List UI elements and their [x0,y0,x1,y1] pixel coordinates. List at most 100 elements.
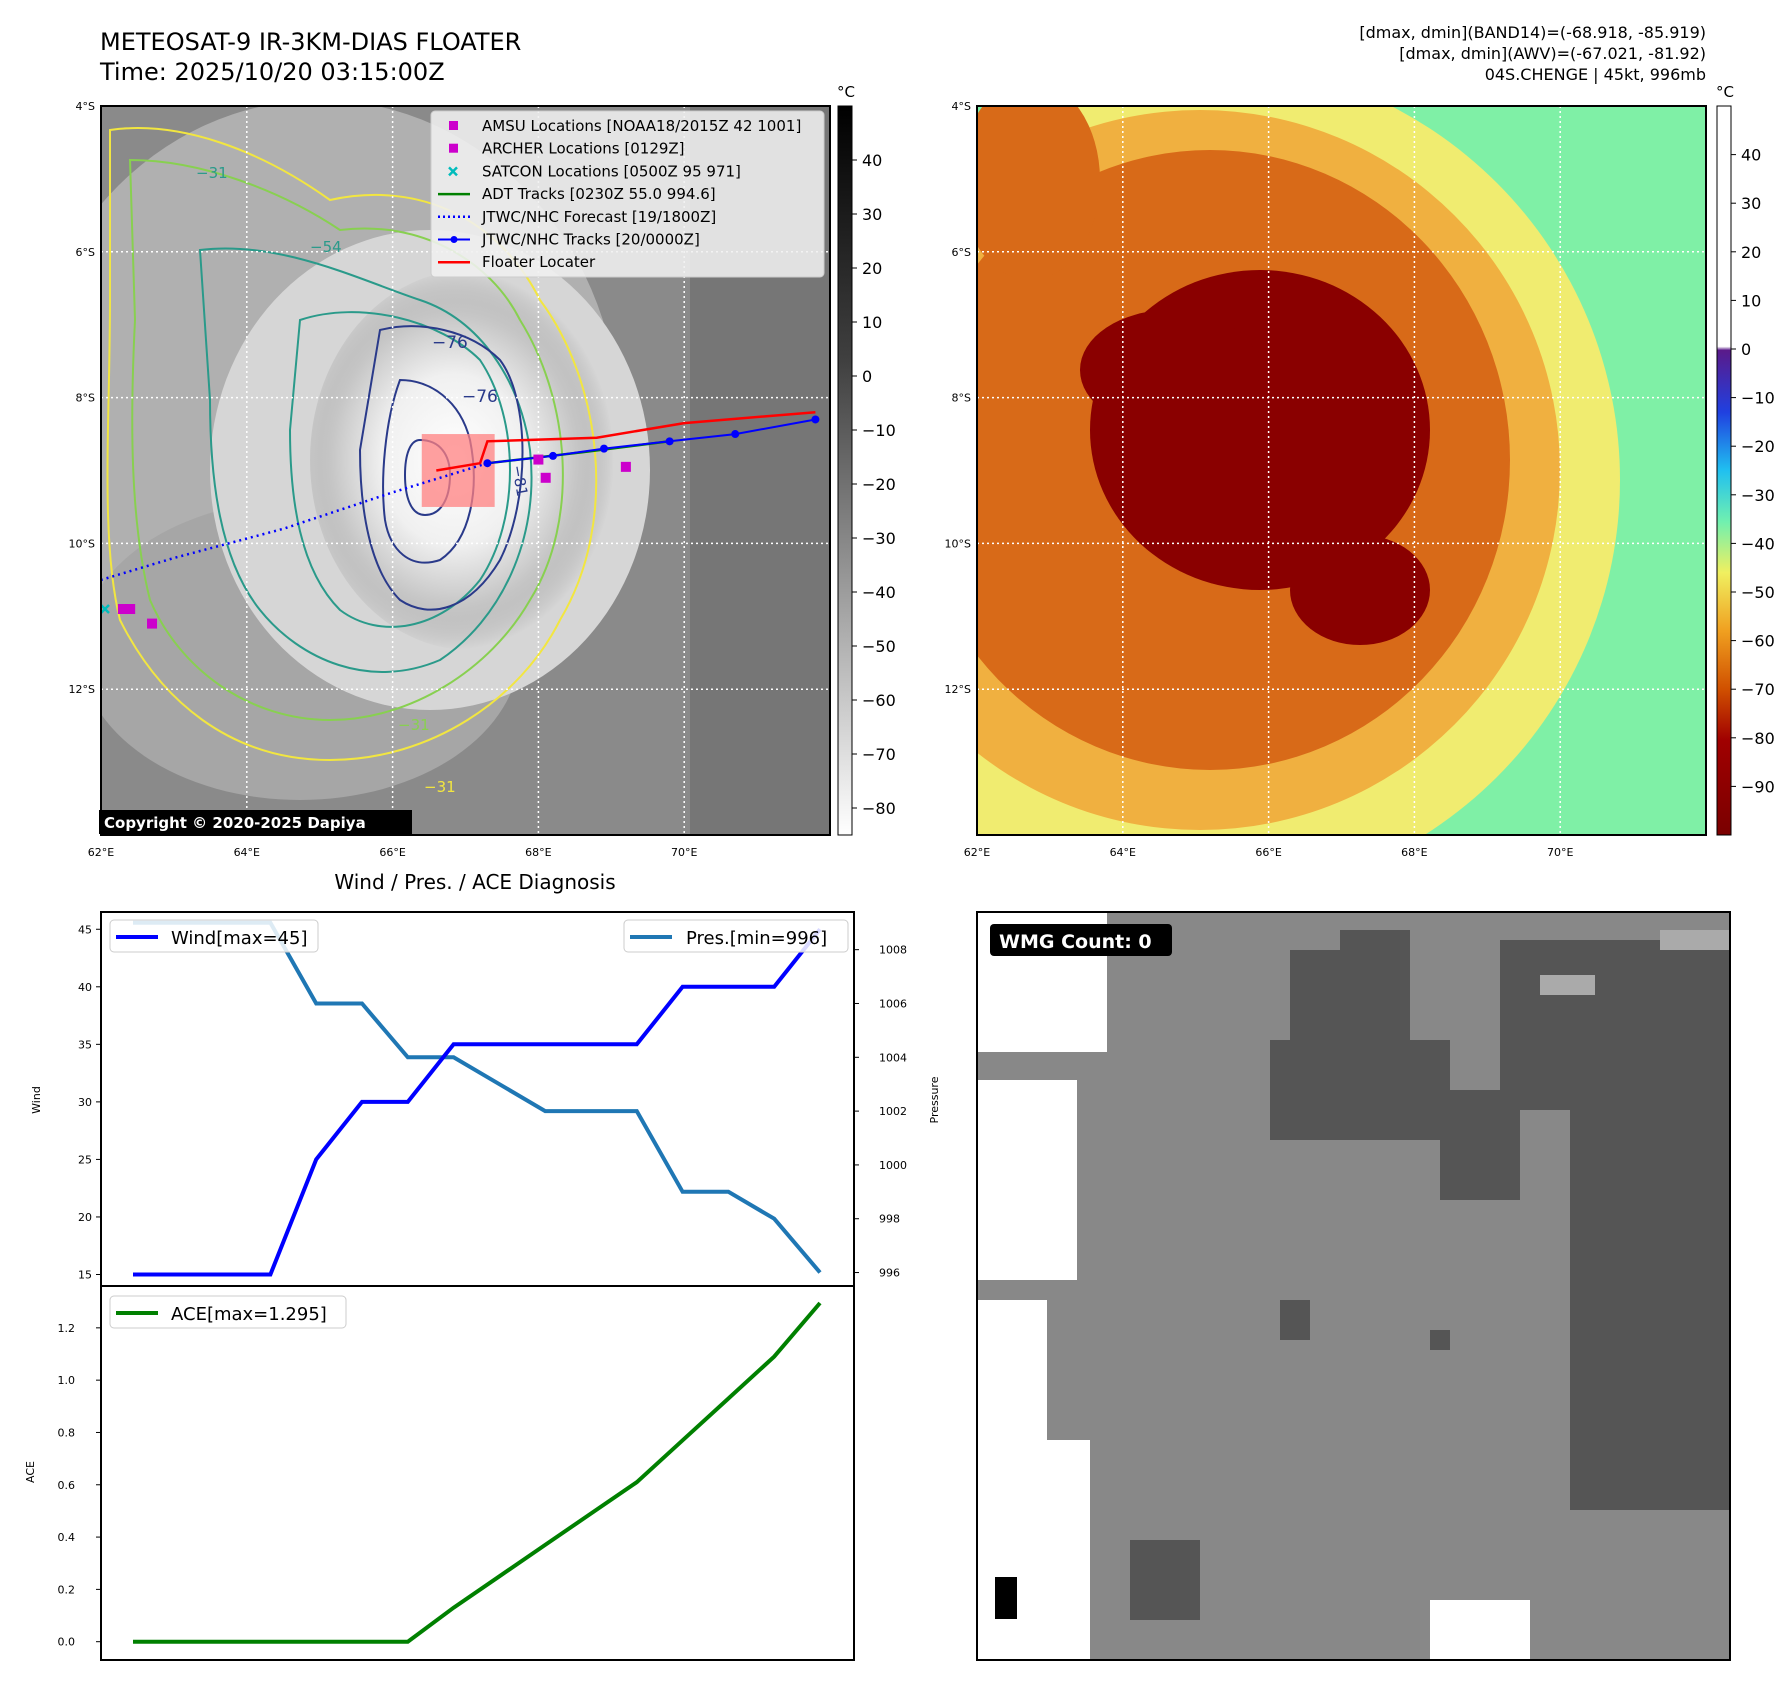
colorbar-tick-label: −20 [1741,437,1775,456]
awv-lon-labels: 62°E 64°E 66°E 68°E 70°E [964,846,1574,859]
pres-ytick-label: 998 [879,1213,900,1226]
legend-item: JTWC/NHC Forecast [19/1800Z] [438,208,716,226]
ir-colorbar [837,105,853,836]
colorbar-tick-label: −30 [1741,486,1775,505]
amsu-point [540,472,551,483]
legend-label: JTWC/NHC Tracks [20/0000Z] [481,231,700,249]
lat-tick-label: 8°S [76,392,95,405]
wmg-badge-text: WMG Count: 0 [999,931,1152,953]
wmg-frame [976,911,1731,1661]
wind-pressure-chart: Wind / Pres. / ACE Diagnosis 15 20 25 30 35 4… [30,870,941,1287]
copyright-bg [99,810,412,834]
amsu-point [147,618,158,629]
info-awv: [dmax, dmin](AWV)=(-67.021, -81.92) [1399,44,1706,63]
lon-tick-label: 64°E [1110,846,1136,859]
amsu-point [125,604,136,615]
colorbar-tick-label: 10 [862,313,882,332]
amsu-point [533,454,544,465]
colorbar-tick-label: 30 [1741,194,1761,213]
jtwc-track-point [548,451,557,460]
awv-colorbar-ticks: 40 30 20 10 0 −10 −20 −30 −40 −50 −60 −70 −80 −90 [1731,146,1775,796]
colorbar-tick-label: −80 [1741,729,1775,748]
wind-ytick-label: 45 [78,923,92,936]
ir-map-frame [100,105,831,836]
pres-ytick-label: 996 [879,1267,900,1280]
wmg-blocks [977,912,1730,1660]
ace-line [133,1301,822,1644]
ace-ytick-label: 0.2 [58,1583,76,1596]
ace-ytick-label: 1.2 [58,1322,76,1335]
colorbar-tick-label: −60 [862,691,896,710]
lon-tick-label: 70°E [671,846,697,859]
wind-ytick-label: 40 [78,981,92,994]
ace-ytick-label: 0.4 [58,1531,76,1544]
colorbar-tick-label: 20 [1741,243,1761,262]
pres-ytick-label: 1002 [879,1105,907,1118]
lon-tick-label: 64°E [234,846,260,859]
wind-ytick-label: 15 [78,1268,92,1281]
ir-contours [106,127,598,762]
amsu-points [117,454,631,629]
pres-ytick-label: 1008 [879,944,907,957]
colorbar-tick-label: 40 [862,151,882,170]
jtwc-track-point [600,444,609,453]
lon-tick-label: 66°E [1255,846,1281,859]
ir-map-panel: −76 −76 −81 −31 −54 −31 −31 AMSU Locatio… [69,83,896,859]
colorbar-tick-label: −10 [862,421,896,440]
ir-lon-labels: 62°E 64°E 66°E 68°E 70°E [88,846,698,859]
legend-label: JTWC/NHC Forecast [19/1800Z] [481,208,716,226]
ace-legend: ACE[max=1.295] [109,1295,347,1329]
colorbar-tick-label: −30 [862,529,896,548]
ir-colorbar-unit: °C [837,83,855,101]
wmg-badge-bg [990,924,1172,956]
awv-colorbar-unit: °C [1716,83,1734,101]
wind-ytick-label: 30 [78,1096,92,1109]
lat-tick-label: 8°S [952,392,971,405]
lon-tick-label: 68°E [525,846,551,859]
legend-item: SATCON Locations [0500Z 95 971] [448,162,741,180]
legend-item: JTWC/NHC Tracks [20/0000Z] [438,231,700,249]
colorbar-tick-label: −20 [862,475,896,494]
diag-title: Wind / Pres. / ACE Diagnosis [334,870,615,894]
colorbar-tick-label: −80 [862,799,896,818]
lat-tick-label: 12°S [69,683,95,696]
amsu-point [117,604,128,615]
lat-tick-label: 4°S [952,100,971,113]
ir-legend: AMSU Locations [NOAA18/2015Z 42 1001] ARC… [430,110,825,278]
lon-tick-label: 70°E [1547,846,1573,859]
lon-tick-label: 68°E [1401,846,1427,859]
colorbar-tick-label: 40 [1741,146,1761,165]
colorbar-tick-label: −50 [1741,583,1775,602]
lat-tick-label: 12°S [945,683,971,696]
jtwc-track-point [665,437,674,446]
pres-yticks: 996 998 1000 1002 1004 1006 1008 [854,944,907,1280]
colorbar-tick-label: −50 [862,637,896,656]
awv-colorbar [1716,105,1732,836]
colorbar-tick-label: 10 [1741,291,1761,310]
amsu-point [620,461,631,472]
satcon-points [101,604,110,614]
pres-legend-label: Pres.[min=996] [686,928,827,949]
legend-item: Floater Locater [438,253,596,271]
colorbar-tick-label: 30 [862,205,882,224]
ace-ytick-label: 0.6 [58,1479,76,1492]
lat-tick-label: 4°S [76,100,95,113]
legend-label: Floater Locater [482,253,596,271]
awv-map-frame [976,105,1707,836]
floater-box [421,434,495,507]
copyright-text: Copyright © 2020-2025 Dapiya [104,814,366,832]
jtwc-forecast-line [101,462,488,582]
wind-plot-frame [100,911,855,1287]
ace-chart: 0.0 0.2 0.4 0.6 0.8 1.0 1.2 ACE ACE[max=1.295] [24,1285,855,1661]
colorbar-tick-label: −70 [862,745,896,764]
awv-nw-band [977,106,1100,280]
jtwc-track-point [483,459,492,468]
contour-label-1: −76 [432,333,468,353]
lon-tick-label: 62°E [88,846,114,859]
ace-yticks: 0.0 0.2 0.4 0.6 0.8 1.0 1.2 [58,1322,101,1649]
ir-lat-labels: 4°S 6°S 8°S 10°S 12°S [69,100,95,696]
legend-label: AMSU Locations [NOAA18/2015Z 42 1001] [482,117,801,135]
pres-ytick-label: 1000 [879,1159,907,1172]
wind-ytick-label: 35 [78,1038,92,1051]
